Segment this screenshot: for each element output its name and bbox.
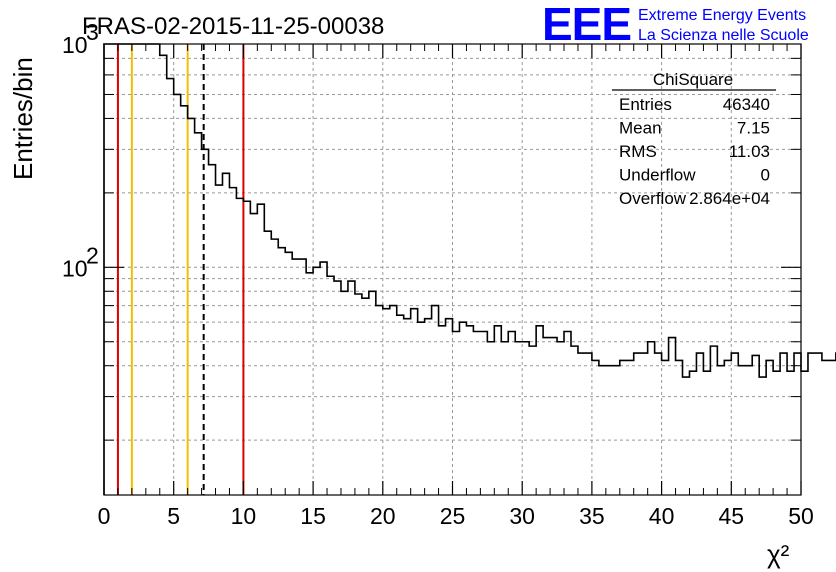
- x-tick-label: 15: [300, 503, 326, 529]
- stats-row-value: 0: [761, 166, 770, 185]
- y-tick-label: 10: [62, 255, 88, 281]
- stats-row-label: Entries: [619, 95, 672, 114]
- chart-title: FRAS-02-2015-11-25-00038: [82, 13, 384, 40]
- stats-row-value: 11.03: [729, 142, 770, 161]
- axis-ticks: [103, 43, 802, 495]
- stats-box: ChiSquare Entries 46340 Mean 7.15 RMS 11.03 Un…: [612, 70, 776, 208]
- y-tick-exponent: 2: [86, 242, 99, 268]
- stats-row-label: Mean: [619, 119, 662, 138]
- x-tick-label: 10: [231, 503, 257, 529]
- stats-row-value: 46340: [723, 95, 770, 114]
- x-tick-label: 30: [509, 503, 535, 529]
- stats-row-label: Underflow: [619, 166, 696, 185]
- stats-row-label: RMS: [619, 142, 657, 161]
- stats-row-value: 2.864e+04: [689, 189, 770, 208]
- grid: [104, 43, 801, 495]
- y-axis-label: Entries/bin: [8, 57, 38, 180]
- eee-logo-line1: Extreme Energy Events: [638, 7, 806, 24]
- eee-logo-line2: La Scienza nelle Scuole: [638, 27, 809, 44]
- x-tick-label: 20: [370, 503, 396, 529]
- x-tick-label: 40: [649, 503, 675, 529]
- x-tick-label: 5: [167, 503, 180, 529]
- x-tick-labels: 0 5 10 15 20 25 30 35 40 45 50: [98, 503, 814, 529]
- stats-row-label: Overflow: [619, 189, 687, 208]
- x-tick-label: 45: [719, 503, 745, 529]
- x-tick-label: 50: [788, 503, 814, 529]
- x-axis-label: χ²: [767, 539, 790, 569]
- x-tick-label: 25: [440, 503, 466, 529]
- stats-row-value: 7.15: [737, 119, 770, 138]
- eee-logo-mark: EEE: [542, 0, 631, 50]
- stats-title: ChiSquare: [653, 70, 733, 89]
- x-tick-label: 35: [579, 503, 605, 529]
- y-tick-label: 10: [62, 32, 88, 58]
- x-tick-label: 0: [98, 503, 111, 529]
- stats-rows: Entries 46340 Mean 7.15 RMS 11.03 Underflow 0 Ov…: [619, 95, 770, 208]
- histogram-series: [103, 43, 836, 495]
- eee-logo: EEE Extreme Energy Events La Scienza nel…: [542, 0, 809, 50]
- reference-lines: [116, 44, 245, 495]
- y-tick-exponent: 3: [86, 19, 99, 45]
